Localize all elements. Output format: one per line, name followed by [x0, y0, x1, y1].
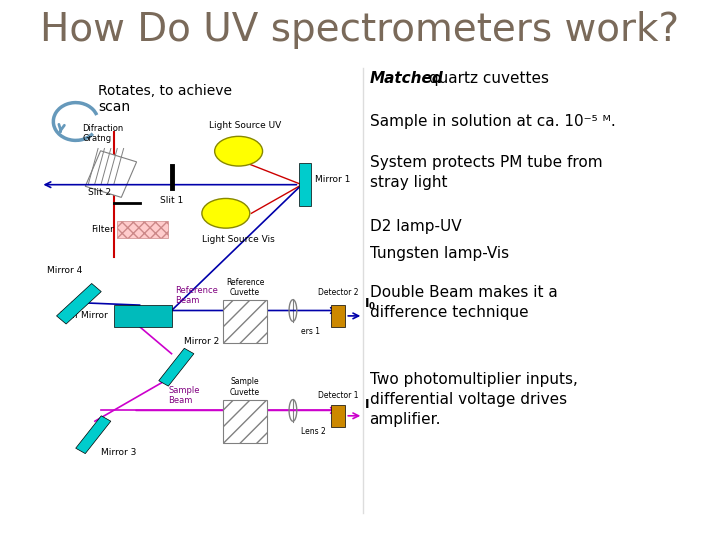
Text: Light Source Vis: Light Source Vis	[202, 235, 275, 244]
Bar	[114, 305, 171, 327]
Bar	[85, 151, 137, 198]
Text: Mirror 2: Mirror 2	[184, 336, 220, 346]
Bar	[117, 221, 168, 238]
Text: $\mathbf{I}$: $\mathbf{I}$	[364, 399, 369, 411]
Text: Mirror 3: Mirror 3	[102, 448, 137, 457]
Text: ers 1: ers 1	[300, 327, 320, 336]
Text: D2 lamp-UV: D2 lamp-UV	[369, 219, 462, 234]
Ellipse shape	[202, 198, 250, 228]
Text: Two photomultiplier inputs,
differential voltage drives
amplifier.: Two photomultiplier inputs, differential…	[369, 372, 577, 427]
Text: Mirror 4: Mirror 4	[47, 266, 82, 275]
Bar	[300, 163, 311, 206]
Text: Difraction
Gratng: Difraction Gratng	[82, 124, 123, 143]
Text: Slit 2: Slit 2	[88, 188, 111, 197]
Text: Matched: Matched	[369, 71, 444, 86]
Text: Lens 2: Lens 2	[300, 427, 325, 436]
Polygon shape	[57, 284, 102, 324]
Text: Rotates, to achieve
scan: Rotates, to achieve scan	[98, 84, 232, 114]
Bar	[222, 300, 267, 343]
Text: Sample
Beam: Sample Beam	[168, 386, 200, 405]
Bar	[222, 400, 267, 443]
Text: Mirror 1: Mirror 1	[315, 175, 351, 184]
Text: $\mathbf{I_0}$: $\mathbf{I_0}$	[364, 296, 377, 312]
Text: Half Mirror: Half Mirror	[60, 312, 108, 320]
Text: Filter: Filter	[91, 225, 114, 234]
Bar	[331, 305, 346, 327]
Text: Tungsten lamp-Vis: Tungsten lamp-Vis	[369, 246, 509, 261]
Text: Reference
Beam: Reference Beam	[175, 286, 217, 305]
Text: Reference
Cuvette: Reference Cuvette	[226, 278, 264, 297]
Text: Sample in solution at ca. 10⁻⁵ ᴹ.: Sample in solution at ca. 10⁻⁵ ᴹ.	[369, 114, 616, 129]
Text: Detector 2: Detector 2	[318, 288, 359, 297]
Text: Double Beam makes it a
difference technique: Double Beam makes it a difference techni…	[369, 285, 557, 320]
Polygon shape	[158, 348, 194, 386]
Text: Light Source UV: Light Source UV	[209, 120, 281, 130]
Text: Detector 1: Detector 1	[318, 390, 359, 400]
Text: System protects PM tube from
stray light: System protects PM tube from stray light	[369, 156, 602, 190]
Text: Sample
Cuvette: Sample Cuvette	[230, 377, 260, 397]
Text: Slit 1: Slit 1	[160, 196, 183, 205]
Text: How Do UV spectrometers work?: How Do UV spectrometers work?	[40, 11, 680, 49]
Bar	[331, 405, 346, 427]
Ellipse shape	[215, 136, 263, 166]
Text: quartz cuvettes: quartz cuvettes	[424, 71, 549, 86]
Polygon shape	[76, 416, 111, 454]
